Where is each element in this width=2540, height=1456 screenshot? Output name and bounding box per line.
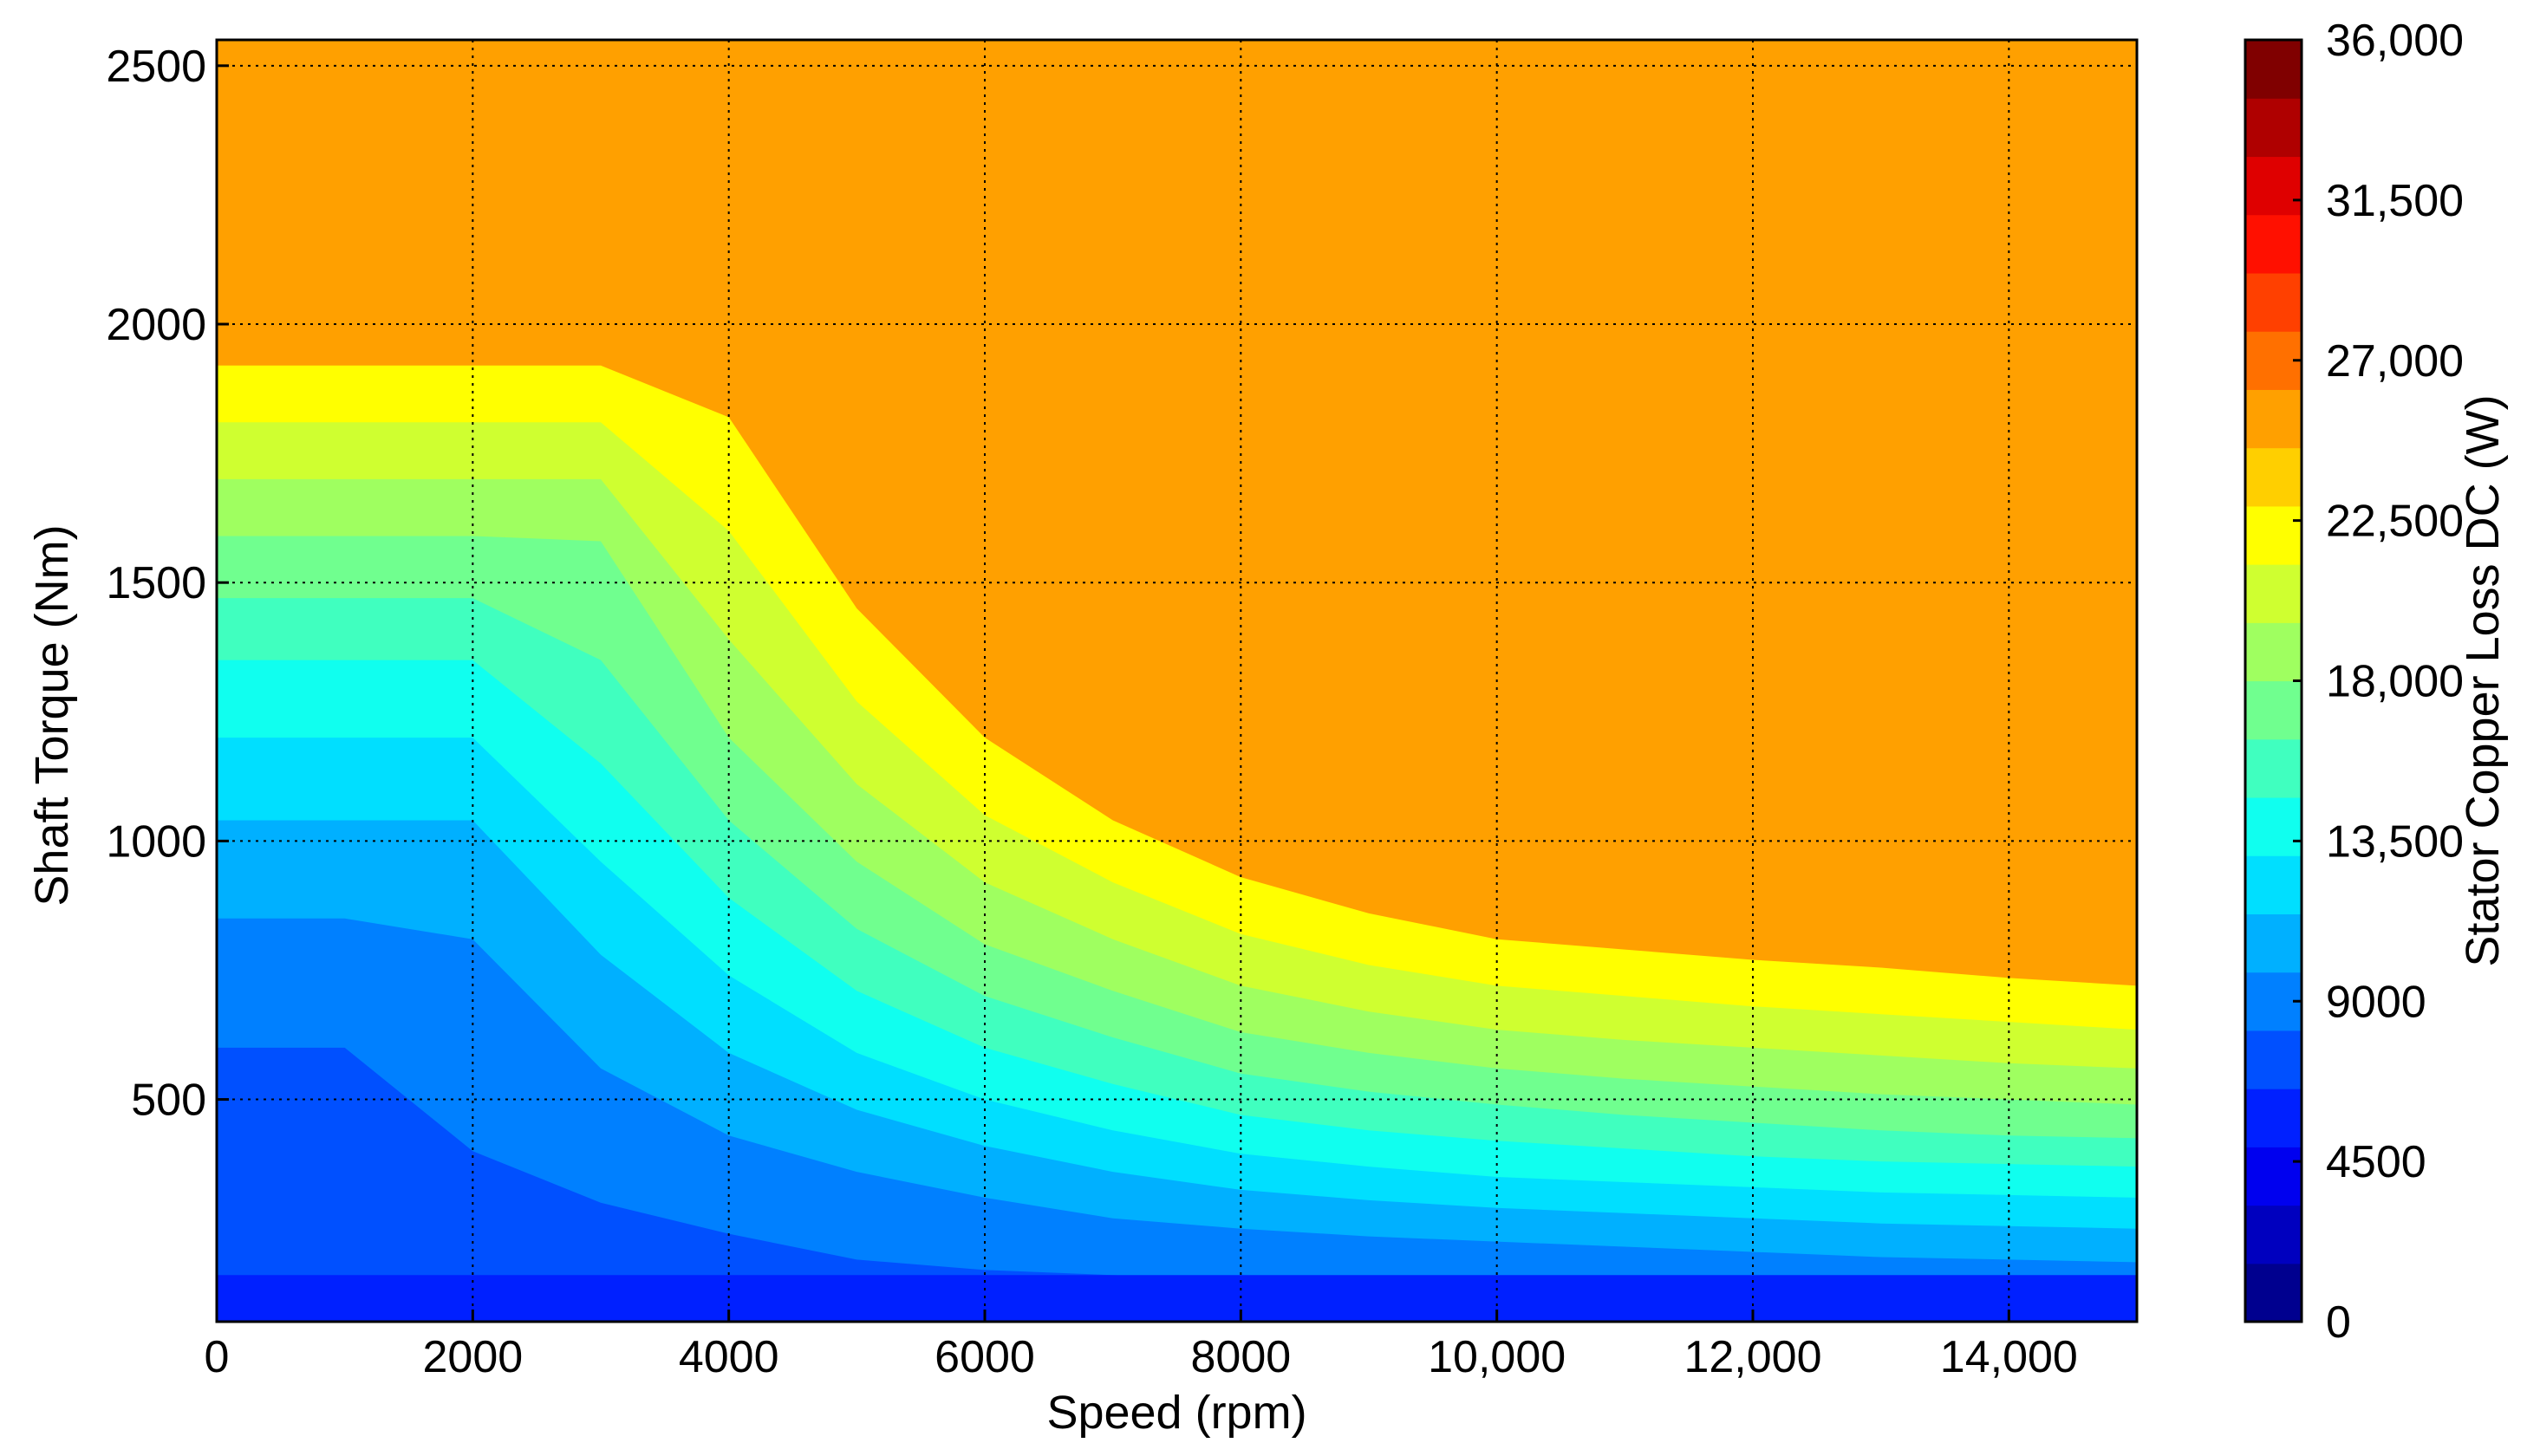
y-tick-label: 1000 [106, 816, 206, 867]
colorbar-swatch [2245, 40, 2302, 99]
y-tick-label: 2000 [106, 300, 206, 350]
y-tick-label: 1500 [106, 558, 206, 608]
colorbar-swatch [2245, 447, 2302, 507]
colorbar-tick-label: 9000 [2326, 977, 2426, 1027]
colorbar-swatch [2245, 972, 2302, 1031]
colorbar-swatch [2245, 1205, 2302, 1264]
colorbar-swatch [2245, 1263, 2302, 1323]
x-tick-label: 6000 [935, 1332, 1035, 1382]
colorbar-swatch [2245, 331, 2302, 390]
colorbar-tick-label: 18,000 [2326, 657, 2464, 707]
contour-band-1 [217, 1275, 2137, 1322]
colorbar-tick-label: 13,500 [2326, 816, 2464, 867]
contour-fill-layer [217, 40, 2137, 1323]
colorbar-swatch [2245, 913, 2302, 973]
colorbar-label: Stator Copper Loss DC (W) [2457, 394, 2509, 966]
colorbar-swatch [2245, 564, 2302, 623]
colorbar-tick-label: 22,500 [2326, 497, 2464, 547]
colorbar: 0 4500 9000 13,500 18,000 22,500 27,000 31,500 3… [2244, 16, 2464, 1348]
colorbar-tick-label: 4500 [2326, 1137, 2426, 1187]
x-tick-label: 10,000 [1428, 1332, 1566, 1382]
contour-band-2 [217, 1047, 2137, 1322]
x-tick-label: 2000 [422, 1332, 523, 1382]
colorbar-swatch [2245, 1089, 2302, 1147]
x-tick-label: 14,000 [1940, 1332, 2078, 1382]
colorbar-tick-label: 31,500 [2326, 176, 2464, 226]
colorbar-tick-label: 36,000 [2326, 16, 2464, 66]
colorbar-swatch [2245, 389, 2302, 449]
y-tick-label: 2500 [106, 42, 206, 92]
colorbar-swatch [2245, 505, 2302, 565]
colorbar-swatch [2245, 622, 2302, 682]
colorbar-swatch [2245, 214, 2302, 274]
colorbar-swatch [2245, 1147, 2302, 1206]
x-axis-ticks: 0 2000 4000 6000 8000 10,000 12,000 14,000 [205, 1310, 2078, 1382]
colorbar-swatch [2245, 738, 2302, 798]
colorbar-swatch [2245, 156, 2302, 216]
y-axis-ticks: 500 1000 1500 2000 2500 [106, 42, 229, 1126]
grid-layer [217, 40, 2137, 1322]
x-tick-label: 0 [205, 1332, 230, 1382]
x-tick-label: 4000 [679, 1332, 779, 1382]
x-tick-label: 8000 [1190, 1332, 1291, 1382]
colorbar-swatch [2245, 272, 2302, 332]
colorbar-swatch [2245, 1030, 2302, 1089]
contour-band-3 [217, 918, 2137, 1322]
colorbar-tick-label: 0 [2326, 1297, 2351, 1348]
y-tick-label: 500 [131, 1076, 206, 1126]
colorbar-swatch [2245, 680, 2302, 740]
x-tick-label: 12,000 [1684, 1332, 1821, 1382]
plot-frame [215, 38, 2139, 1323]
colorbar-swatch [2245, 855, 2302, 915]
colorbar-swatch [2245, 98, 2302, 158]
y-axis-label: Shaft Torque (Nm) [26, 524, 78, 906]
colorbar-swatch [2245, 796, 2302, 856]
x-axis-label: Speed (rpm) [1046, 1387, 1306, 1439]
colorbar-tick-label: 27,000 [2326, 336, 2464, 387]
